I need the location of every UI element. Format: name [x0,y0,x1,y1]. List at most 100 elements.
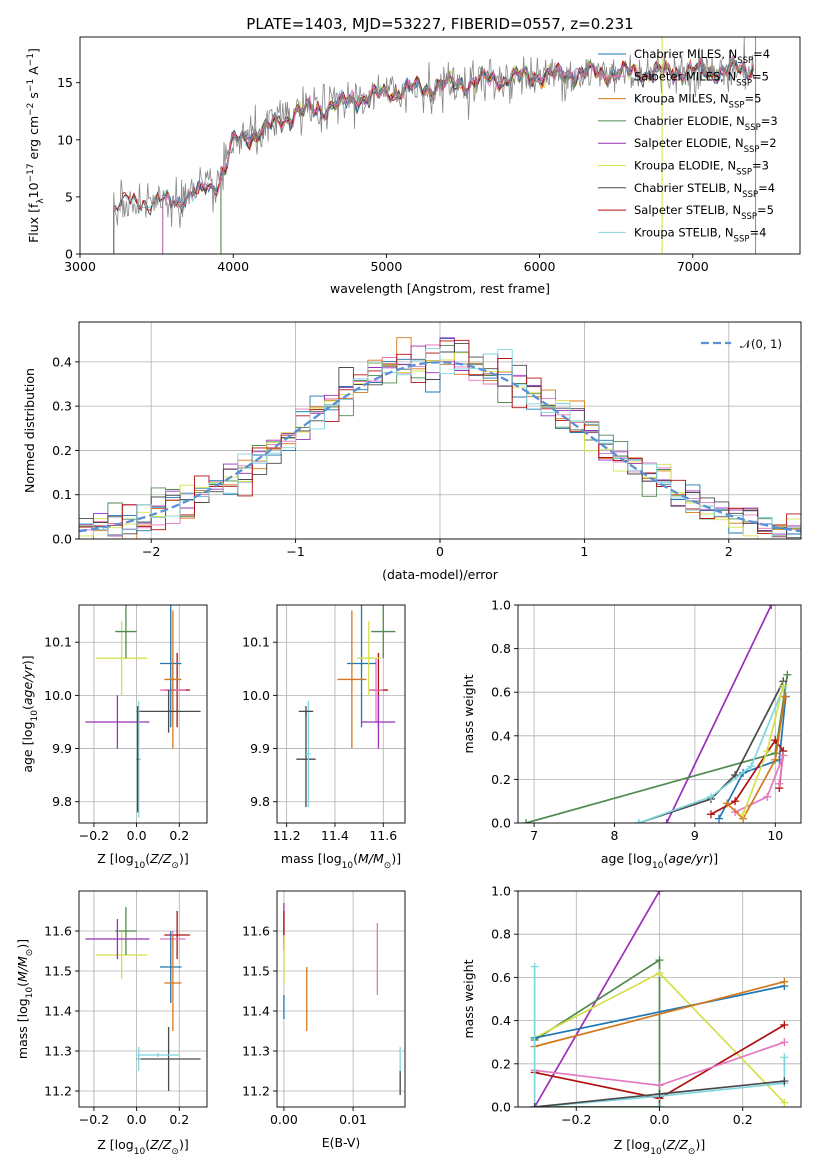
weight-line-salpeter_elodie [533,891,661,1107]
label-part: ( [663,851,668,866]
label-part: 10 [342,861,354,871]
weight-marker [655,969,664,978]
weight-marker [706,810,715,819]
y-axis-label: mass weight [461,959,476,1038]
x-tick-label: 5000 [370,259,402,274]
axes-frame [276,604,406,824]
y-axis-label: age [log10(age/yr)] [20,655,40,772]
x-tick-label: 2 [725,544,733,559]
y-tick-label: 0.6 [491,685,511,700]
label-part: ( [145,1137,150,1152]
plot-area-mass_weight_vs_age [522,605,792,823]
weight-marker [780,1098,789,1107]
data-spectrum [113,37,754,254]
legend-sub: SSP [744,145,760,155]
errorbar-kroupa_stelib [305,700,311,808]
legend-label: Salpeter STELIB, NSSP=5 [634,203,774,222]
axes-mass_vs_ebv: 0.00 0.01 11.2 11.3 11.4 11.5 11.6 E(B-V) [242,890,406,1150]
y-tick-label: 0.3 [52,399,72,414]
y-tick-label: 11.6 [44,924,72,939]
errorbar-kroupa_stelib [136,1047,141,1071]
errorbar-kroupa_elodie [96,931,148,979]
y-tick-label: 11.4 [44,1004,72,1019]
errorbar-chabrier_elodie [115,907,137,955]
x-tick-label: 9 [691,828,699,843]
label-part: ⊙ [25,949,35,957]
label-part: erg cm [26,116,41,164]
weight-marker [662,819,671,823]
weight-marker [739,810,748,819]
legend-label-gaussian: 𝒩(0, 1) [740,337,782,351]
weight-marker [522,819,531,823]
y-axis-label: Flux [fλ10−17 erg cm−2 s−1 A−1] [26,48,46,243]
y-tick-label: 0.0 [491,816,511,831]
label-part: −17 [26,163,36,182]
label-part: mass [log [281,851,342,866]
weight-marker [530,1103,539,1107]
axes-frame [517,604,802,824]
y-tick-label: 0.1 [52,487,72,502]
y-tick-label: 10.1 [242,635,270,650]
y-tick-label: 0.8 [491,641,511,656]
label-part: ⊙ [171,861,179,871]
weight-marker [780,1038,789,1047]
legend-suffix: =5 [757,203,774,217]
legend-suffix: =2 [760,136,777,150]
label-part: Z [log [97,1137,133,1152]
label-part: −1 [26,79,36,92]
label-part: −1 [26,53,36,66]
legend-text: Salpeter STELIB, N [634,203,741,217]
weight-line-chabrier_elodie [534,958,661,1107]
frame-mass_weight_vs_Z: −0.2 0.0 0.2 0.0 0.2 0.4 0.6 0.8 1.0 Z [log10(Z/Z… [461,884,802,1157]
legend-sub: SSP [736,78,752,88]
legend-suffix: =4 [758,181,775,195]
errorbar-kroupa_stelib [136,1053,180,1057]
label-part: age/yr [668,851,709,866]
y-tick-label: 0.2 [491,1056,511,1071]
legend-text: Kroupa STELIB, N [634,225,734,239]
weight-marker [780,1077,789,1086]
x-tick-label: 8 [611,828,619,843]
label-part: 10 [652,861,664,871]
label-part: ] [26,48,41,53]
legend-sub: SSP [745,123,761,133]
label-part: ( [662,1137,667,1152]
errorbar-kroupa_miles [164,935,182,1031]
errorbar-chabrier_stelib [136,690,201,733]
y-tick-label: 9.8 [52,794,72,809]
x-axis-label: Z [log10(Z/Z⊙)] [97,1137,188,1157]
x-tick-label: 0.0 [127,828,147,843]
label-part: Z/Z [149,851,172,866]
y-tick-label: 0.4 [52,354,72,369]
legend-label: Salpeter ELODIE, NSSP=2 [634,136,777,155]
weight-marker [763,747,772,756]
weight-marker [771,755,780,764]
errorbar-chabrier_stelib [298,706,314,717]
axes-residuals: −2 −1 0 1 2 0.0 0.1 0.2 0.3 0.4 (data-model)/error… [22,321,802,582]
x-tick-label: 7 [530,828,538,843]
model-spectrum-kroupa_elodie [220,55,755,254]
label-part: Z/Z [149,1137,172,1152]
weight-marker [655,1103,664,1107]
label-part: age [log [601,851,652,866]
weight-marker [655,956,664,965]
weight-marker [747,762,756,771]
x-tick-label: −0.2 [79,1112,109,1127]
y-axis-label: mass [log10(M/M⊙)] [15,939,35,1059]
label-part: Z [log [97,851,133,866]
y-tick-label: 0.2 [491,772,511,787]
weight-marker [530,962,539,971]
label-part: )] [695,1137,705,1152]
errorbar-chabrier_stelib [296,711,316,808]
label-part: Z/Z [666,1137,689,1152]
legend-text: Salpeter MILES, N [634,69,736,83]
legend-label: Kroupa STELIB, NSSP=4 [634,225,766,244]
x-axis-label: E(B-V) [322,1135,361,1150]
y-tick-label: 11.4 [242,1004,270,1019]
x-axis-label: age [log10(age/yr)] [601,851,718,871]
legend-text: Kroupa MILES, N [634,92,729,106]
errorbar-chabrier_elodie [115,605,137,659]
axes-mass_vs_Z: −0.2 0.0 0.211.211.311.411.511.6Z [log10(Z… [15,890,208,1157]
